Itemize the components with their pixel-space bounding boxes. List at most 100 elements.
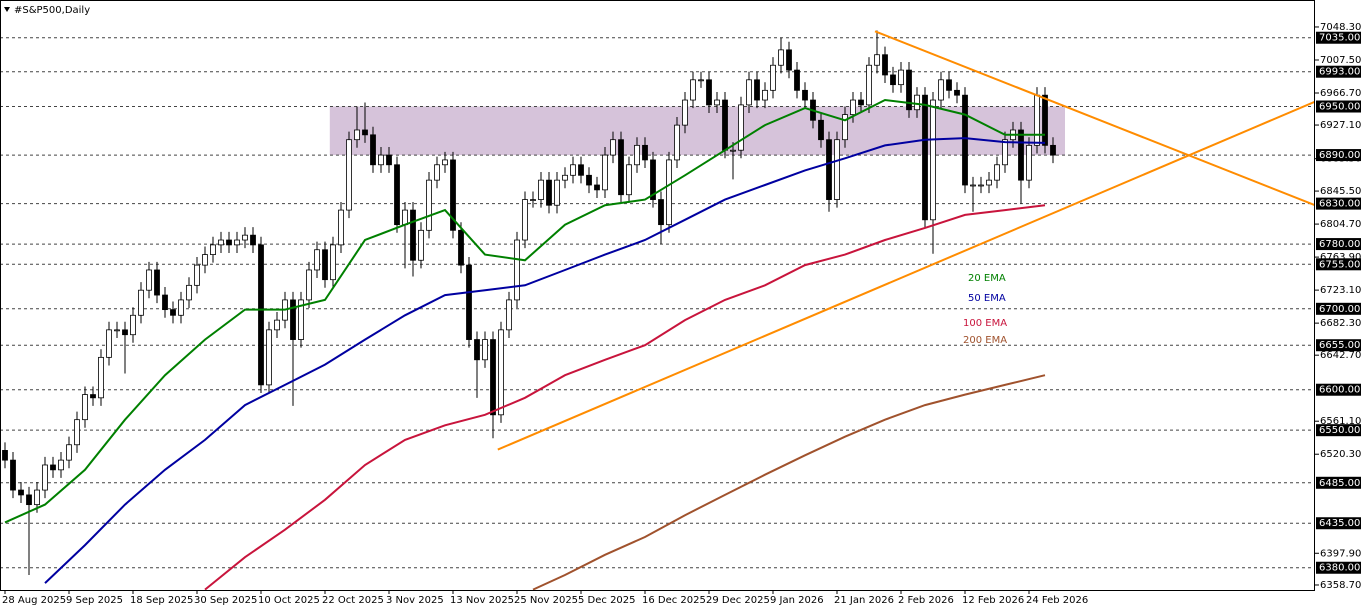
candle-body xyxy=(634,144,640,166)
candle-body xyxy=(274,319,280,331)
candle-body xyxy=(114,329,120,332)
y-tick-label: 6561.10 xyxy=(1320,416,1361,427)
candle-body xyxy=(738,104,744,151)
candle-body xyxy=(538,179,544,200)
candle-body xyxy=(946,79,952,91)
candle-body xyxy=(730,149,736,152)
candle-body xyxy=(82,394,88,421)
candle-body xyxy=(210,244,216,255)
candle-body xyxy=(178,299,184,316)
level-label-box xyxy=(1316,339,1361,352)
candle-body xyxy=(402,209,408,226)
x-tick-label: 16 Dec 2025 xyxy=(642,595,706,606)
level-label-box xyxy=(1316,517,1361,530)
candle-body xyxy=(506,299,512,331)
candle-body xyxy=(258,244,264,386)
y-tick-label: 6845.50 xyxy=(1320,186,1361,197)
candle-body xyxy=(842,114,848,141)
y-tick-label: 6358.70 xyxy=(1320,580,1361,591)
candle-body xyxy=(362,129,368,136)
candle-body xyxy=(658,199,664,226)
candle-body xyxy=(570,164,576,176)
candle-body xyxy=(1042,94,1048,146)
level-label-box xyxy=(1316,476,1361,489)
candle-body xyxy=(346,139,352,211)
level-label: 6485.00 xyxy=(1319,478,1360,489)
plot-area xyxy=(0,30,1315,590)
ema-label: 200 EMA xyxy=(963,335,1007,346)
ema-line xyxy=(532,374,1046,590)
candle-body xyxy=(466,264,472,340)
candle-body xyxy=(978,184,984,187)
level-label: 6993.00 xyxy=(1319,67,1360,78)
candle-body xyxy=(314,249,320,271)
level-label: 6755.00 xyxy=(1319,259,1360,270)
level-label-box xyxy=(1316,238,1361,251)
x-tick-label: 13 Nov 2025 xyxy=(450,595,514,606)
candle-body xyxy=(906,69,912,111)
candle-body xyxy=(154,269,160,296)
candle-body xyxy=(130,314,136,336)
candle-body xyxy=(18,489,24,496)
candle-body xyxy=(706,79,712,106)
candle-body xyxy=(490,339,496,416)
y-tick-label: 7007.50 xyxy=(1320,55,1361,66)
candle-body xyxy=(306,269,312,301)
candle-body xyxy=(834,139,840,200)
y-tick-label: 6804.70 xyxy=(1320,219,1361,230)
y-tick-label: 6520.30 xyxy=(1320,449,1361,460)
level-label: 6700.00 xyxy=(1319,304,1360,315)
candle-body xyxy=(2,450,8,461)
symbol-icon xyxy=(4,7,10,12)
candle-body xyxy=(682,99,688,126)
candle-body xyxy=(322,249,328,281)
candle-body xyxy=(522,199,528,241)
candle-body xyxy=(218,239,224,246)
candle-body xyxy=(298,299,304,340)
candle-body xyxy=(610,139,616,156)
y-tick-label: 6723.10 xyxy=(1320,285,1361,296)
candle-body xyxy=(1002,139,1008,166)
candle-body xyxy=(938,79,944,101)
candle-body xyxy=(626,164,632,196)
candle-body xyxy=(386,154,392,166)
y-tick-label: 6927.10 xyxy=(1320,120,1361,131)
candle-body xyxy=(58,459,64,471)
candle-body xyxy=(426,179,432,231)
candle-body xyxy=(690,79,696,101)
candle-body xyxy=(778,49,784,66)
candle-body xyxy=(554,179,560,206)
resistance-zone xyxy=(329,106,1065,156)
level-label: 6600.00 xyxy=(1319,385,1360,396)
candle-body xyxy=(914,94,920,111)
x-tick-label: 9 Sep 2025 xyxy=(66,595,123,606)
level-label: 6655.00 xyxy=(1319,340,1360,351)
candle-body xyxy=(330,244,336,281)
candle-body xyxy=(498,329,504,416)
candle-body xyxy=(50,464,56,471)
x-tick-label: 10 Oct 2025 xyxy=(258,595,320,606)
candle-body xyxy=(954,89,960,96)
candle-body xyxy=(882,54,888,76)
candle-body xyxy=(874,54,880,66)
x-tick-label: 28 Aug 2025 xyxy=(2,595,66,606)
candle-body xyxy=(1026,144,1032,181)
candle-body xyxy=(290,299,296,340)
x-tick-label: 29 Dec 2025 xyxy=(706,595,770,606)
candle-body xyxy=(410,209,416,261)
candle-body xyxy=(106,329,112,358)
ema-label: 100 EMA xyxy=(963,318,1007,329)
candle-body xyxy=(850,99,856,116)
candle-body xyxy=(122,329,128,336)
candle-body xyxy=(650,159,656,200)
level-label: 6435.00 xyxy=(1319,518,1360,529)
level-label-box xyxy=(1316,258,1361,271)
plot-frame xyxy=(0,0,1315,591)
level-label: 6780.00 xyxy=(1319,239,1360,250)
candle-body xyxy=(90,394,96,399)
candle-body xyxy=(602,154,608,191)
candle-body xyxy=(922,94,928,221)
candle-body xyxy=(546,179,552,206)
